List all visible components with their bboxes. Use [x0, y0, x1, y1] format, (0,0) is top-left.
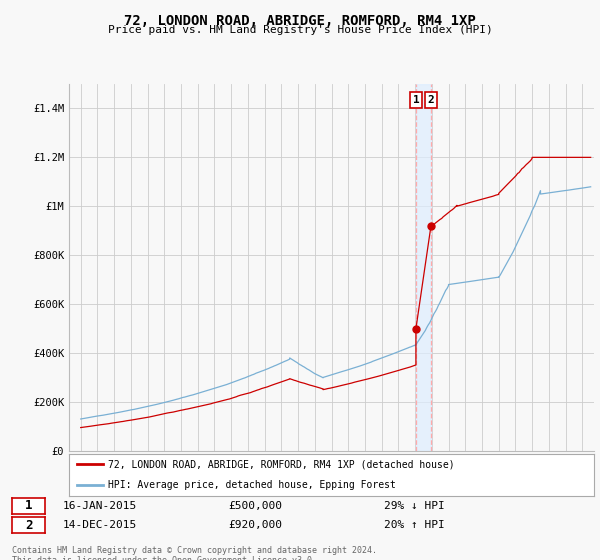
- Text: Price paid vs. HM Land Registry's House Price Index (HPI): Price paid vs. HM Land Registry's House …: [107, 25, 493, 35]
- Text: HPI: Average price, detached house, Epping Forest: HPI: Average price, detached house, Eppi…: [109, 480, 396, 490]
- Text: 14-DEC-2015: 14-DEC-2015: [63, 520, 137, 530]
- Text: 1: 1: [413, 95, 419, 105]
- Text: 72, LONDON ROAD, ABRIDGE, ROMFORD, RM4 1XP (detached house): 72, LONDON ROAD, ABRIDGE, ROMFORD, RM4 1…: [109, 459, 455, 469]
- Text: 2: 2: [428, 95, 434, 105]
- Text: £500,000: £500,000: [228, 501, 282, 511]
- Text: 20% ↑ HPI: 20% ↑ HPI: [384, 520, 445, 530]
- Text: 16-JAN-2015: 16-JAN-2015: [63, 501, 137, 511]
- Text: Contains HM Land Registry data © Crown copyright and database right 2024.
This d: Contains HM Land Registry data © Crown c…: [12, 546, 377, 560]
- Text: 1: 1: [25, 499, 32, 512]
- Text: 2: 2: [25, 519, 32, 532]
- Text: 29% ↓ HPI: 29% ↓ HPI: [384, 501, 445, 511]
- Text: 72, LONDON ROAD, ABRIDGE, ROMFORD, RM4 1XP: 72, LONDON ROAD, ABRIDGE, ROMFORD, RM4 1…: [124, 14, 476, 28]
- Text: £920,000: £920,000: [228, 520, 282, 530]
- Bar: [416, 84, 431, 451]
